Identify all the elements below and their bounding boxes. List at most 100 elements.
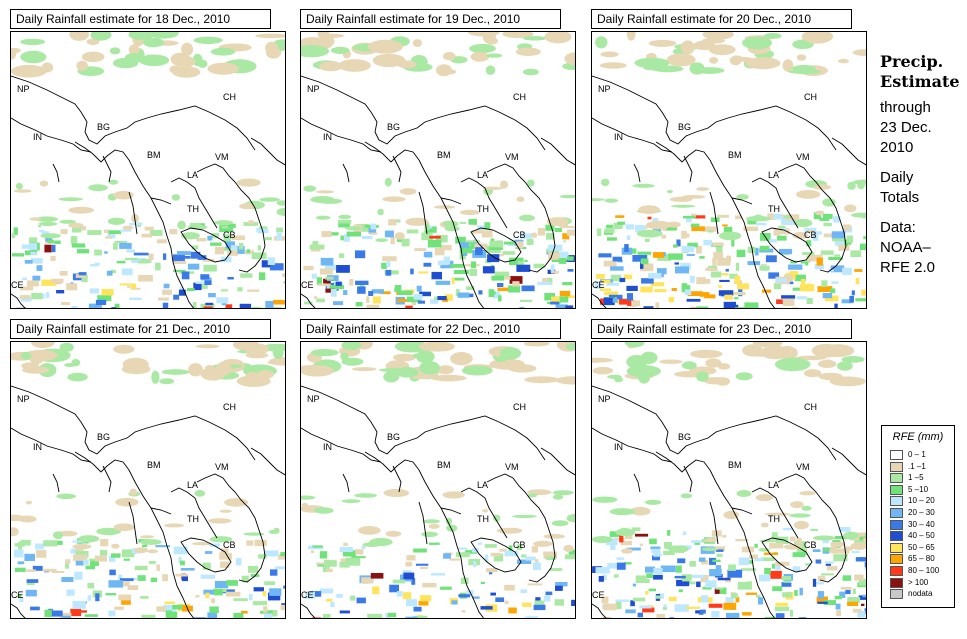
country-border [342, 473, 350, 493]
rain-cell [398, 290, 413, 295]
rain-cell [864, 562, 866, 568]
rain-cell [90, 32, 112, 41]
country-border [418, 191, 428, 235]
rain-cell [553, 296, 569, 303]
rain-cell [418, 342, 455, 352]
rain-cell [205, 551, 213, 554]
rain-cell [339, 546, 353, 552]
rain-cell [657, 254, 671, 261]
rain-cell [248, 220, 255, 225]
rain-cell [754, 558, 764, 562]
rain-cell [516, 544, 522, 550]
rain-cell [36, 265, 43, 271]
rain-cell [702, 586, 712, 590]
rain-cell [851, 212, 866, 218]
rain-cell [214, 220, 234, 226]
rain-cell [11, 527, 19, 537]
rain-cell [715, 377, 731, 386]
rain-cell [259, 272, 266, 281]
rain-cell [173, 294, 180, 300]
rain-cell [687, 242, 698, 248]
rain-cell [368, 291, 374, 296]
rain-cell [75, 550, 89, 558]
rain-cell [819, 218, 830, 221]
rain-cell [87, 582, 95, 589]
rain-cell [786, 281, 794, 285]
rain-cell [516, 264, 531, 272]
legend-item: 30 – 40 [890, 519, 954, 531]
rain-cell [533, 540, 553, 547]
rain-cell [681, 195, 706, 199]
country-border [196, 473, 266, 583]
rain-cell [530, 308, 539, 309]
rain-cell [301, 37, 326, 46]
rain-cell [270, 569, 278, 576]
rain-cell [852, 49, 866, 56]
rain-cell [502, 32, 534, 38]
rain-cell [51, 244, 56, 253]
rain-cell [493, 514, 501, 522]
rain-cell [731, 239, 735, 247]
country-border [831, 447, 866, 476]
rain-cell [105, 236, 112, 239]
rain-cell [640, 263, 654, 272]
rain-cell [19, 598, 24, 603]
rain-cell [362, 581, 369, 584]
rain-cell [736, 249, 746, 257]
rain-cell [612, 256, 623, 262]
country-label: NP [598, 84, 611, 94]
rain-cell [24, 259, 33, 264]
rain-cell [210, 47, 236, 56]
rain-cell [247, 289, 260, 292]
rain-cell [666, 53, 696, 67]
rain-cell [269, 357, 285, 366]
rain-cell [343, 542, 348, 546]
rain-cell [255, 33, 285, 39]
rain-cell [812, 184, 832, 190]
country-border [633, 473, 641, 493]
rain-cell [220, 289, 228, 292]
rain-cell [269, 588, 282, 596]
rain-cell [381, 262, 387, 269]
rain-cell [338, 214, 352, 220]
rain-cell [669, 617, 674, 618]
side-data-label: Data: [880, 219, 916, 236]
rain-cell [674, 575, 686, 579]
rain-cell [311, 273, 317, 279]
rain-cell [566, 513, 575, 523]
rain-cell [204, 277, 212, 285]
rain-cell [847, 181, 856, 190]
rain-cell [817, 601, 828, 604]
legend-label: nodata [908, 589, 933, 599]
rain-cell [319, 588, 334, 594]
rain-cell [719, 587, 727, 595]
rain-cell [178, 556, 182, 563]
country-label: NP [598, 394, 611, 404]
rain-cell [616, 557, 625, 560]
rain-cell [807, 230, 815, 234]
rain-cell [637, 251, 652, 255]
rain-cell [816, 257, 823, 266]
rain-cell [855, 298, 866, 302]
rain-cell [239, 243, 244, 250]
rain-cell [78, 535, 100, 543]
rain-cell [746, 215, 771, 222]
rain-cell [549, 568, 563, 571]
rain-cell [607, 237, 617, 241]
rain-cell [499, 548, 507, 552]
rain-cell [325, 288, 336, 293]
rain-cell [219, 247, 233, 251]
rain-cell [703, 279, 711, 284]
rain-cell [366, 296, 370, 303]
rain-cell [406, 599, 418, 607]
country-border [761, 227, 813, 263]
rain-cell [712, 258, 717, 266]
country-label: IN [323, 132, 332, 142]
rain-cell [696, 245, 702, 254]
rain-cell [71, 243, 86, 248]
map-canvas: NP IN BG BM CH VM LA TH CB CE [301, 32, 575, 309]
rain-cell [724, 294, 733, 300]
rain-cell [861, 289, 866, 296]
rain-cell [301, 45, 329, 58]
rain-cell [395, 307, 401, 308]
